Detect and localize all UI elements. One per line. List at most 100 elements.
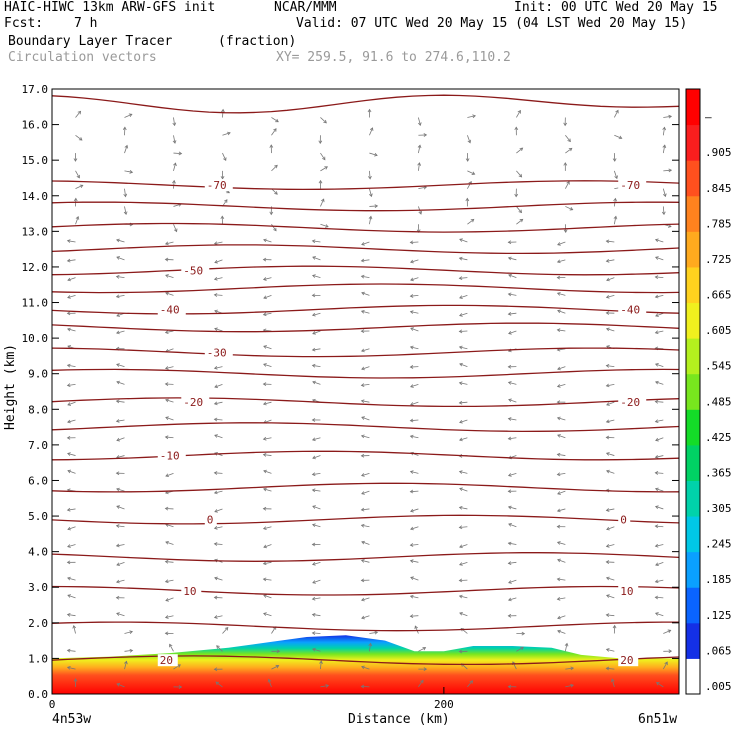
circulation-vector-head <box>262 401 267 406</box>
start-location-label: 4n53w <box>52 712 91 727</box>
circulation-vector <box>655 295 664 298</box>
circulation-vector <box>214 384 223 388</box>
x-tick-label: 0 <box>49 698 56 711</box>
circulation-vector-head <box>409 594 414 599</box>
circulation-vector-head <box>654 238 659 243</box>
circulation-vector-head <box>557 491 561 495</box>
circulation-vector <box>361 400 370 403</box>
circulation-vector <box>557 348 566 351</box>
circulation-vector-head <box>262 577 267 582</box>
circulation-vector <box>655 276 664 279</box>
circulation-vector-head <box>67 402 71 406</box>
circulation-vector <box>565 148 573 154</box>
circulation-vector-head <box>262 506 267 511</box>
y-tick-label: 7.0 <box>28 439 48 452</box>
circulation-vector-head <box>165 540 169 545</box>
colorbar-swatch <box>686 266 700 304</box>
circulation-vector-head <box>273 227 277 232</box>
circulation-vector-head <box>374 152 378 157</box>
y-tick-label: 2.0 <box>28 617 48 630</box>
circulation-vector-head <box>311 596 316 601</box>
circulation-vector <box>124 170 133 173</box>
circulation-vector-head <box>471 171 476 175</box>
circulation-vector <box>606 594 615 599</box>
circulation-vector <box>116 330 125 334</box>
circulation-vector-head <box>66 560 71 565</box>
contour-label-bg <box>618 179 647 192</box>
circulation-vector <box>369 152 378 156</box>
circulation-vector-head <box>269 211 274 216</box>
contour-label-bg <box>157 449 186 462</box>
circulation-vector <box>459 277 468 279</box>
circulation-vector-head <box>360 578 365 583</box>
circulation-vector-head <box>213 293 218 297</box>
contour-label: 10 <box>183 585 196 598</box>
circulation-vector <box>508 418 517 421</box>
circulation-vector-head <box>605 666 610 671</box>
circulation-vector <box>214 241 223 245</box>
circulation-vector <box>606 365 615 367</box>
circulation-vector <box>508 293 517 296</box>
circulation-vector <box>414 625 419 634</box>
circulation-vector-head <box>606 402 610 406</box>
circulation-vector-head <box>360 453 365 458</box>
circulation-vector-head <box>67 345 72 349</box>
temperature-contour <box>52 585 679 596</box>
circulation-vector <box>467 181 472 189</box>
circulation-vector <box>361 490 370 495</box>
colorbar-label: .905 <box>705 146 732 159</box>
circulation-vector-head <box>263 238 267 243</box>
y-tick-label: 9.0 <box>28 368 48 381</box>
colorbar-swatch <box>686 195 700 232</box>
circulation-vector-head <box>115 294 120 299</box>
circulation-vector <box>173 152 182 155</box>
circulation-vector-head <box>606 469 610 474</box>
circulation-vector <box>410 277 419 281</box>
circulation-vector-head <box>606 594 610 598</box>
circulation-vector <box>361 524 370 528</box>
circulation-vector-head <box>274 191 278 195</box>
circulation-vector-head <box>654 330 659 335</box>
circulation-vector <box>663 115 672 118</box>
circulation-vector-head <box>570 666 575 671</box>
circulation-vector-head <box>409 470 414 474</box>
circulation-vector <box>361 259 370 262</box>
circulation-vector-head <box>129 648 134 653</box>
circulation-vector <box>271 165 278 172</box>
circulation-vector-head <box>654 275 659 279</box>
circulation-vector <box>418 117 421 126</box>
circulation-vector <box>655 455 664 458</box>
circulation-vector <box>124 650 133 652</box>
circulation-vector-head <box>568 147 573 152</box>
circulation-vector-head <box>557 309 561 314</box>
circulation-vector <box>557 559 566 563</box>
circulation-vector <box>410 435 419 439</box>
circulation-vector-head <box>507 561 512 565</box>
circulation-vector-head <box>116 256 120 260</box>
circulation-vector-head <box>507 240 512 245</box>
circulation-vector <box>410 471 419 474</box>
circulation-vector-head <box>172 179 176 184</box>
circulation-vector <box>508 257 517 261</box>
circulation-vector-head <box>361 348 365 353</box>
circulation-vector <box>263 526 272 530</box>
circulation-vector-head <box>325 684 330 688</box>
circulation-vector-head <box>662 144 667 149</box>
circulation-vector <box>173 224 178 232</box>
circulation-vector <box>361 541 370 545</box>
circulation-vector <box>263 239 272 243</box>
circulation-vector-head <box>507 541 512 546</box>
circulation-vector <box>67 666 76 670</box>
circulation-vector-head <box>66 435 71 440</box>
contour-label-bg <box>181 396 210 409</box>
circulation-vector-head <box>458 400 463 405</box>
circulation-vector <box>655 401 664 403</box>
temperature-contour <box>52 94 679 114</box>
plot-area <box>52 89 679 694</box>
circulation-vector <box>361 508 370 511</box>
circulation-vector-head <box>409 614 414 618</box>
circulation-vector <box>67 364 76 367</box>
circulation-vector-head <box>654 380 659 385</box>
contour-label: -50 <box>183 265 203 278</box>
circulation-vector <box>214 294 223 296</box>
